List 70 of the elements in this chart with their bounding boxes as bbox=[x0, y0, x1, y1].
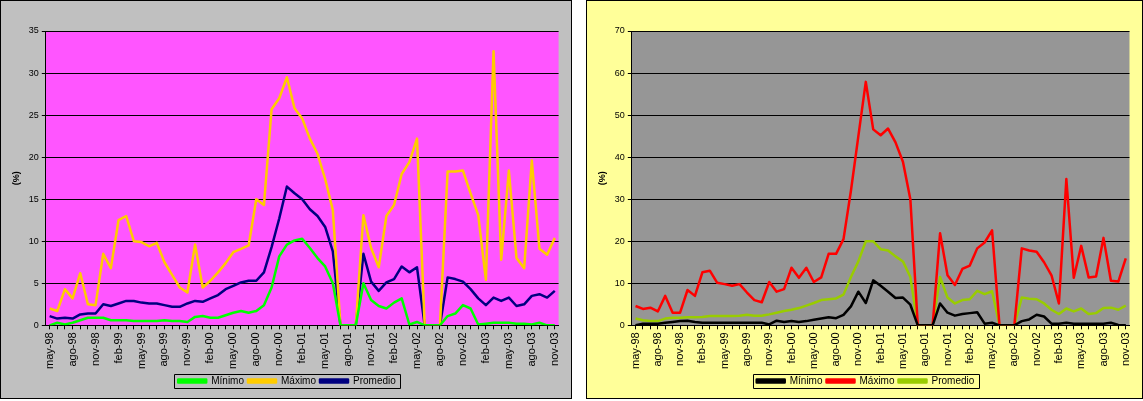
x-tick-label: nov-03 bbox=[1118, 332, 1131, 366]
legend-label: Mínimo bbox=[789, 374, 823, 386]
x-tick-label: feb-01 bbox=[873, 332, 886, 364]
x-tick-label: nov-99 bbox=[180, 332, 193, 366]
x-tick-label: may-99 bbox=[717, 332, 730, 370]
y-tick-label: 35 bbox=[28, 25, 39, 36]
x-tick-label: ago-00 bbox=[249, 332, 262, 367]
x-tick-label: may-99 bbox=[134, 332, 147, 370]
x-tick-label: feb-01 bbox=[295, 332, 308, 364]
y-tick-label: 20 bbox=[28, 151, 39, 162]
y-tick-label: 25 bbox=[28, 109, 39, 120]
x-tick-label: ago-01 bbox=[918, 332, 931, 367]
y-tick-label: 10 bbox=[614, 277, 625, 288]
y-tick-label: 10 bbox=[28, 235, 39, 246]
x-tick-label: feb-99 bbox=[695, 332, 708, 364]
x-tick-label: may-02 bbox=[985, 332, 998, 370]
x-tick-label: nov-02 bbox=[455, 332, 468, 366]
y-tick-label: 30 bbox=[28, 67, 39, 78]
x-tick-label: nov-00 bbox=[272, 332, 285, 366]
x-tick-label: ago-98 bbox=[650, 332, 663, 367]
x-tick-label: feb-03 bbox=[1051, 332, 1064, 364]
x-tick-label: may-00 bbox=[226, 332, 239, 370]
x-tick-label: nov-01 bbox=[364, 332, 377, 366]
y-tick-label: 0 bbox=[619, 319, 625, 330]
x-tick-label: feb-03 bbox=[478, 332, 491, 364]
legend-label: Promedio bbox=[353, 374, 397, 386]
x-tick-label: may-01 bbox=[318, 332, 331, 370]
legend-label: Máximo bbox=[280, 374, 317, 386]
y-tick-label: 30 bbox=[614, 193, 625, 204]
x-tick-label: feb-02 bbox=[387, 332, 400, 364]
x-tick-label: nov-01 bbox=[940, 332, 953, 366]
x-tick-label: ago-00 bbox=[829, 332, 842, 367]
y-tick-label: 20 bbox=[614, 235, 625, 246]
x-tick-label: may-01 bbox=[895, 332, 908, 370]
x-tick-label: nov-98 bbox=[88, 332, 101, 366]
y-tick-label: 50 bbox=[614, 109, 625, 120]
x-tick-label: nov-02 bbox=[1029, 332, 1042, 366]
y-tick-label: 70 bbox=[614, 25, 625, 36]
x-tick-label: may-03 bbox=[501, 332, 514, 370]
x-tick-label: ago-03 bbox=[1096, 332, 1109, 367]
y-tick-label: 0 bbox=[33, 319, 39, 330]
x-tick-label: ago-98 bbox=[65, 332, 78, 367]
x-tick-label: ago-01 bbox=[341, 332, 354, 367]
x-tick-label: feb-00 bbox=[203, 332, 216, 364]
legend-label: Máximo bbox=[859, 374, 895, 386]
x-tick-label: nov-98 bbox=[673, 332, 686, 366]
x-tick-label: may-98 bbox=[628, 332, 641, 370]
y-tick-label: 60 bbox=[614, 67, 625, 78]
x-tick-label: may-98 bbox=[42, 332, 55, 370]
y-tick-label: 40 bbox=[614, 151, 625, 162]
y-axis-title: (%) bbox=[10, 171, 21, 186]
x-tick-label: nov-99 bbox=[762, 332, 775, 366]
x-tick-label: ago-99 bbox=[157, 332, 170, 367]
x-tick-label: feb-02 bbox=[962, 332, 975, 364]
y-tick-label: 15 bbox=[28, 193, 39, 204]
x-tick-label: ago-03 bbox=[524, 332, 537, 367]
legend-label: Mínimo bbox=[211, 374, 245, 386]
y-axis-title: (%) bbox=[596, 171, 607, 186]
x-tick-label: ago-99 bbox=[739, 332, 752, 367]
x-tick-label: ago-02 bbox=[1007, 332, 1020, 367]
x-tick-label: may-03 bbox=[1074, 332, 1087, 370]
x-tick-label: feb-00 bbox=[784, 332, 797, 364]
x-tick-label: ago-02 bbox=[433, 332, 445, 367]
legend-label: Promedio bbox=[931, 374, 975, 386]
x-tick-label: nov-03 bbox=[547, 332, 560, 366]
x-tick-label: nov-00 bbox=[851, 332, 864, 366]
x-tick-label: may-02 bbox=[410, 332, 423, 370]
x-tick-label: feb-99 bbox=[111, 332, 124, 364]
x-tick-label: may-00 bbox=[806, 332, 819, 370]
y-tick-label: 5 bbox=[33, 277, 39, 288]
